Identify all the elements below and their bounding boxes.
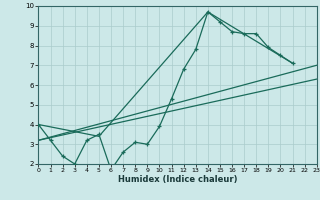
- X-axis label: Humidex (Indice chaleur): Humidex (Indice chaleur): [118, 175, 237, 184]
